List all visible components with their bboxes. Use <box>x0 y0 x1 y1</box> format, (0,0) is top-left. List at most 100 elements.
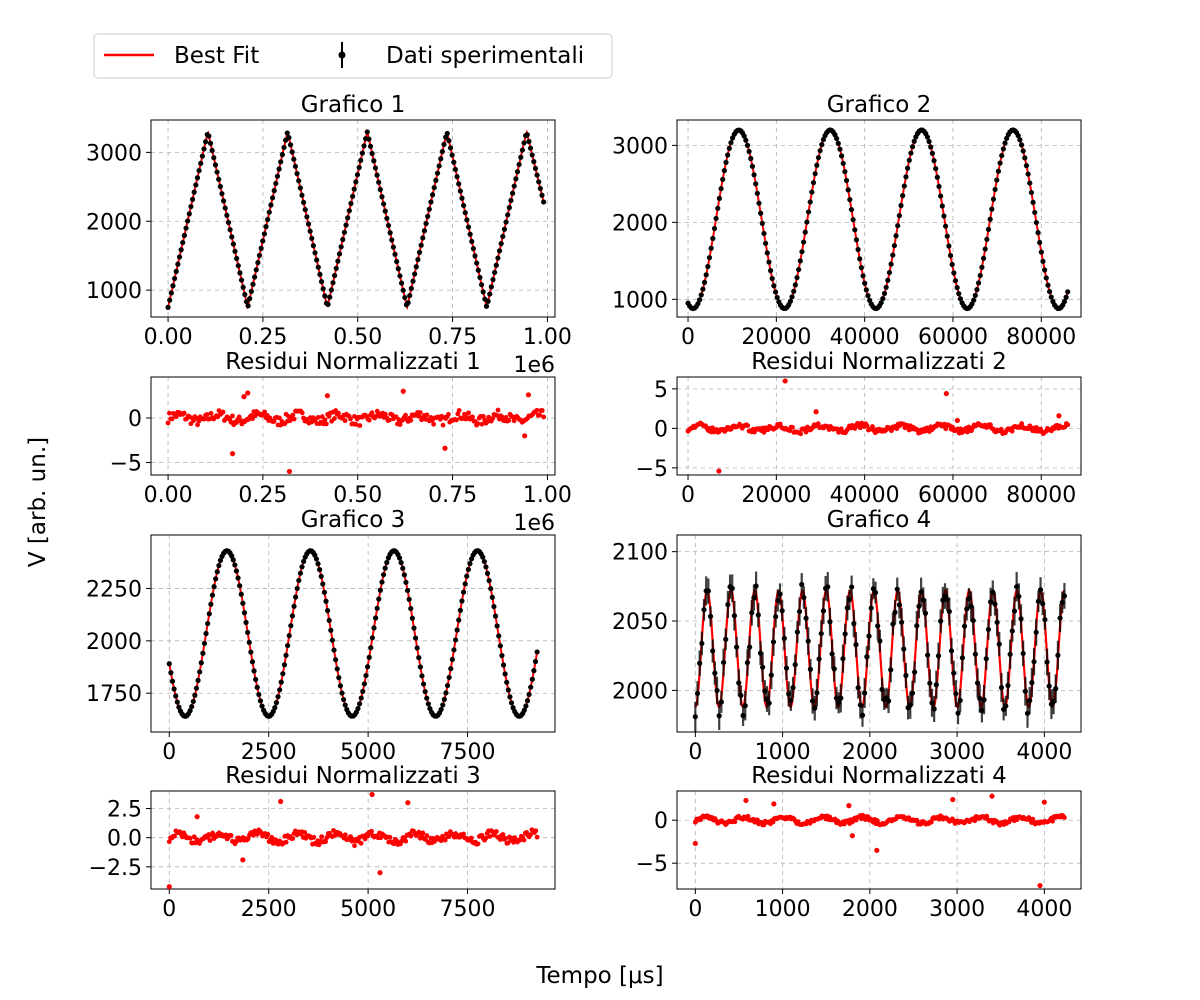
chart2-data-point <box>1045 282 1051 288</box>
chart1-data-point <box>333 265 339 271</box>
chart1-residuals-frame <box>150 376 556 476</box>
chart2-data-point <box>938 193 944 199</box>
chart1-data-point <box>361 143 367 149</box>
chart2-data-point <box>1065 289 1071 295</box>
chart3-residual-point <box>424 833 430 838</box>
chart3-residual-outlier <box>166 884 172 890</box>
chart3-data-point <box>457 607 463 613</box>
chart2-data-point <box>771 283 777 289</box>
chart4-residuals-ytick-label: 0 <box>654 809 668 834</box>
chart1-data-point <box>532 165 539 171</box>
chart2-data-point <box>1000 146 1006 152</box>
chart3-residual-point <box>533 828 539 834</box>
chart2-data-point <box>941 213 947 219</box>
chart3-residuals-xtick-label: 0 <box>162 897 176 922</box>
chart2-data-point <box>814 162 820 168</box>
chart3-data-point <box>452 637 459 643</box>
chart1-frame <box>150 119 556 318</box>
chart4-data-point <box>970 617 976 624</box>
chart4-data-point <box>868 605 874 611</box>
chart3-data-point <box>505 687 511 693</box>
chart1-data-point <box>349 193 356 199</box>
chart3-data-point <box>229 553 235 559</box>
chart3-data-point <box>371 625 377 631</box>
chart3-data-point <box>368 645 374 651</box>
chart2-data-point <box>982 246 988 252</box>
chart4-data-point <box>753 583 759 589</box>
chart2-xtick-label: 0 <box>681 325 695 350</box>
chart1-data-point <box>206 133 212 139</box>
chart4-residual-point <box>1062 815 1067 820</box>
chart2-residual-point <box>1034 425 1039 430</box>
chart1-xtick-label: 0.25 <box>238 325 287 350</box>
chart3-residual-point <box>172 833 177 839</box>
chart4-data-point <box>829 651 835 657</box>
chart1-xtick-label: 0.50 <box>333 325 382 350</box>
chart2-data-point <box>989 206 995 212</box>
chart1-data-point <box>524 132 530 138</box>
chart4-data-point <box>760 664 766 670</box>
chart4-data-point <box>788 697 794 703</box>
chart1-residual-point <box>431 421 437 427</box>
chart2-data-point <box>951 270 957 276</box>
chart1-data-point <box>266 209 272 215</box>
chart2-residuals-xtick-label: 40000 <box>830 483 900 508</box>
chart4-data-point <box>1020 650 1026 657</box>
chart1-data-point <box>242 291 248 298</box>
chart1-residual-point <box>287 418 293 424</box>
chart1-data-point <box>287 142 294 148</box>
chart2-data-point <box>751 172 757 178</box>
chart3-xtick-label: 7500 <box>440 740 496 765</box>
chart2-data-point <box>926 138 932 145</box>
chart1-residual-point <box>173 414 179 420</box>
chart1-data-point <box>253 267 259 273</box>
chart1-data-point <box>454 174 460 180</box>
chart1-data-point <box>492 269 498 276</box>
chart2-data-point <box>703 272 709 278</box>
chart2-residuals-title: Residui Normalizzati 2 <box>751 349 1007 375</box>
chart2-residual-point <box>889 428 894 434</box>
chart2-ytick-label: 1000 <box>612 288 668 313</box>
chart2-data-point <box>805 209 812 215</box>
chart4-data-point <box>825 584 831 590</box>
chart3-data-point <box>459 598 465 604</box>
chart4-data-point <box>796 608 803 615</box>
chart2-residual-point <box>803 429 809 435</box>
chart4-data-point <box>1033 629 1039 635</box>
chart1-residual-point <box>204 412 210 417</box>
chart1-data-point <box>456 181 462 187</box>
chart1-data-point <box>416 249 423 255</box>
chart3-data-point <box>406 596 412 602</box>
chart1-data-point <box>413 264 419 270</box>
chart2-residual-outlier <box>1056 413 1062 419</box>
chart1-residuals-xtick-label: 0.75 <box>428 483 477 508</box>
chart1-data-point <box>255 260 261 266</box>
chart1-data-point <box>503 219 509 225</box>
chart2-data-point <box>905 165 911 171</box>
chart3-data-point <box>409 615 415 621</box>
chart2-data-point <box>758 210 764 216</box>
chart1-data-point <box>165 304 171 310</box>
chart3-data-point <box>443 690 449 696</box>
chart3-data-point <box>398 560 404 566</box>
chart4-data-point <box>794 629 800 635</box>
chart3-residual-point <box>420 830 426 836</box>
chart1-data-point <box>511 183 517 189</box>
chart2-data-point <box>971 297 977 303</box>
chart3-residual-point <box>408 833 414 839</box>
chart4-data-point <box>875 623 881 629</box>
chart1-data-point <box>451 159 457 165</box>
chart1-data-point <box>446 138 452 144</box>
chart2-data-point <box>1033 219 1039 226</box>
chart2-xtick-label: 80000 <box>1006 325 1076 350</box>
chart3-residuals-frame <box>150 790 556 890</box>
chart1-data-point <box>265 216 271 223</box>
chart3-xtick-label: 0 <box>162 740 176 765</box>
chart4-data-point <box>731 613 738 619</box>
chart1-data-point <box>247 296 253 302</box>
chart3-data-point <box>254 684 260 690</box>
chart1-residual-point <box>506 417 512 423</box>
chart3-data-point <box>293 594 299 600</box>
chart1-data-point <box>461 202 467 209</box>
chart4-frame <box>676 534 1082 733</box>
